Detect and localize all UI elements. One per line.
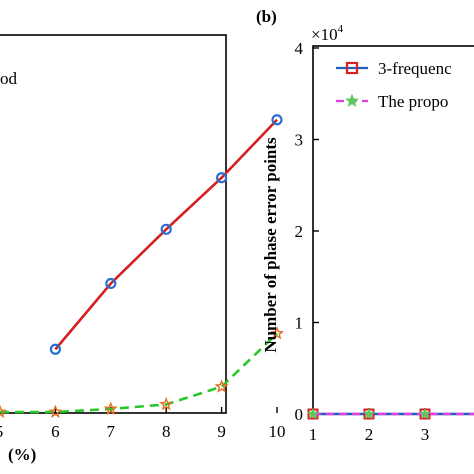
right-data-point-star <box>418 407 432 420</box>
right-x-tick-label: 1 <box>309 425 318 444</box>
legend-item-3-frequency: 3-frequenc <box>336 59 452 78</box>
y-multiplier-base: ×10 <box>311 25 338 44</box>
left-panel: od 6 7 8 9 10 5 (%) <box>0 34 286 464</box>
right-y-tick-label: 4 <box>295 39 304 58</box>
y-multiplier-exponent: 4 <box>338 23 344 35</box>
left-data-point-circle <box>49 343 62 355</box>
right-x-tick-label: 2 <box>365 425 374 444</box>
legend-marker-star <box>344 93 360 107</box>
left-data-point-star <box>103 401 118 415</box>
right-y-tick-label: 2 <box>295 222 304 241</box>
left-x-tick-label: 6 <box>51 422 60 441</box>
right-y-axis-title: Number of phase error points <box>261 137 280 353</box>
left-data-point-circle <box>216 172 228 184</box>
right-data-point-star <box>362 407 376 420</box>
right-y-tick-label: 3 <box>295 131 304 150</box>
left-data-point-star <box>0 404 8 418</box>
left-xlabel-fragment: (%) <box>8 445 36 464</box>
legend-label-proposed: The propo <box>378 92 448 111</box>
y-multiplier: ×104 <box>311 23 344 44</box>
left-x-tick-label: 9 <box>217 422 226 441</box>
panel-label-b: (b) <box>256 7 277 26</box>
right-y-ticks: 0 1 2 3 4 <box>295 39 319 424</box>
legend: 3-frequenc The propo <box>336 59 452 111</box>
left-legend-fragment: od <box>0 69 18 88</box>
left-x-ticks: 6 7 8 9 10 5 <box>0 407 286 441</box>
left-x-tick-label: 10 <box>269 422 286 441</box>
left-x-tick-label: 5 <box>0 422 3 441</box>
left-data-point-circle <box>271 114 283 126</box>
right-data-point-star <box>306 407 320 420</box>
left-series-line-0 <box>54 118 278 351</box>
right-series-layer <box>306 407 474 420</box>
left-x-tick-label: 8 <box>162 422 171 441</box>
legend-marker-square <box>345 61 359 75</box>
right-panel: (b) ×104 Number of phase error points 01… <box>256 7 474 444</box>
right-y-tick-label: 0 <box>295 405 304 424</box>
legend-label-3-frequency: 3-frequenc <box>378 59 452 78</box>
left-data-point-circle <box>160 223 172 235</box>
left-data-point-star <box>159 397 174 411</box>
left-series-line-1 <box>0 332 278 414</box>
left-data-point-star <box>214 379 229 393</box>
right-x-tick-label: 3 <box>421 425 430 444</box>
left-data-point-star <box>48 404 63 418</box>
legend-item-proposed: The propo <box>336 92 448 111</box>
left-series-layer <box>0 114 285 418</box>
left-data-point-circle <box>105 277 117 290</box>
right-y-tick-label: 1 <box>295 314 304 333</box>
left-plot-frame <box>0 34 227 414</box>
left-data-point-star <box>269 326 285 340</box>
left-x-tick-label: 7 <box>107 422 116 441</box>
